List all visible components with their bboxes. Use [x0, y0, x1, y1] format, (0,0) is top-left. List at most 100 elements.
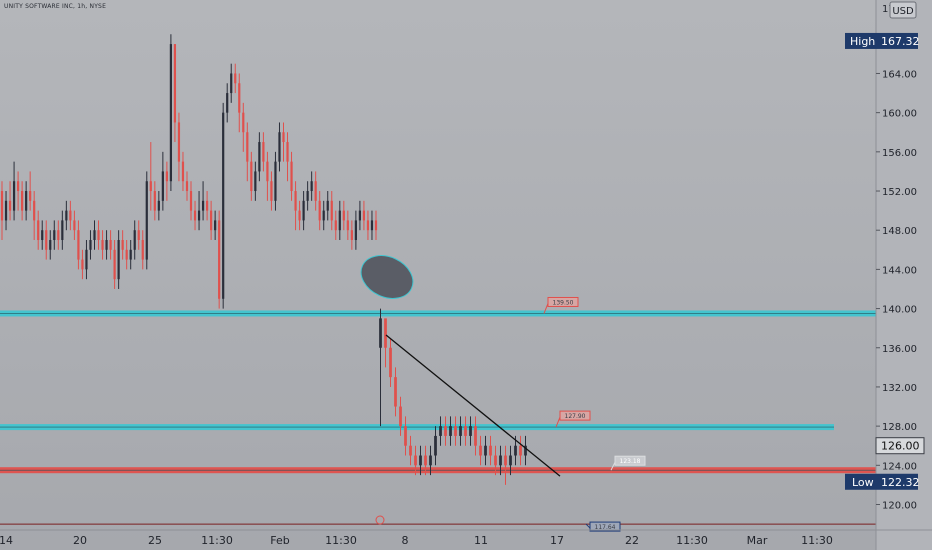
candle-body: [25, 191, 28, 211]
candle-body: [113, 249, 116, 280]
candle-body: [314, 181, 317, 201]
trendline: [385, 334, 561, 477]
candle-body: [302, 200, 305, 221]
y-tick-label: 160.00: [882, 109, 917, 120]
candle-body: [346, 220, 349, 231]
current-price-value: 126.00: [881, 440, 920, 453]
candle-body: [141, 240, 144, 260]
candle-body: [4, 200, 8, 221]
candle-body: [57, 230, 60, 240]
x-tick-label: 8: [402, 534, 409, 547]
high-label: High: [850, 35, 875, 48]
candle-body: [153, 191, 156, 211]
y-tick-label: 152.00: [882, 187, 917, 198]
candle-body: [384, 318, 387, 348]
candle-body: [12, 181, 16, 211]
candle-body: [109, 240, 112, 250]
candle-body: [0, 191, 4, 221]
callout-pointer: [585, 523, 591, 529]
candle-body: [125, 249, 128, 260]
candle-body: [334, 220, 337, 231]
candle-body: [379, 318, 382, 348]
candle-body: [266, 161, 269, 182]
candle-body: [350, 230, 353, 240]
candle-body: [509, 455, 512, 466]
candle-body: [258, 142, 261, 172]
x-tick-label: 11:30: [201, 534, 233, 547]
candle-body: [414, 455, 417, 466]
callout-box: [547, 296, 579, 307]
high-value: 167.32: [881, 35, 920, 48]
drawings: 139.50 127.90 123.18 117.64: [360, 255, 646, 532]
candle-body: [234, 73, 237, 84]
y-tick-label: 164.00: [882, 69, 917, 80]
candle-body: [193, 210, 197, 221]
candle-body: [479, 445, 482, 456]
candle-body: [454, 426, 457, 436]
candle-body: [181, 161, 185, 182]
candle-body: [439, 426, 442, 436]
candle-body: [214, 220, 217, 231]
candle-body: [274, 161, 277, 201]
candle-body: [41, 230, 44, 240]
candle-body: [226, 93, 229, 113]
candle-body: [201, 200, 205, 211]
candle-body: [326, 200, 329, 211]
candle-body: [290, 161, 293, 192]
candle-body: [149, 181, 152, 192]
candle-body: [169, 44, 173, 182]
candle-body: [270, 181, 273, 201]
candle-body: [173, 44, 177, 123]
time-axis: 14 20 25 11:30 Feb 11:30 8 11 17 22 11:30 Mar 11:30: [0, 529, 932, 547]
candle-body: [409, 445, 412, 456]
candle-body: [133, 230, 136, 250]
candle-body: [370, 220, 374, 231]
candle-body: [424, 455, 427, 466]
x-tick-label: Mar: [747, 534, 768, 547]
callout-pointer: [555, 416, 561, 428]
candle-body: [338, 210, 341, 231]
candle-body: [210, 210, 213, 231]
callout-label: 123.18: [620, 458, 641, 465]
candle-body: [286, 142, 289, 162]
candle-body: [246, 132, 249, 162]
candle-body: [121, 240, 124, 250]
current-price-badge: [875, 437, 925, 455]
x-tick-label: 11: [474, 534, 488, 547]
y-tick-label: 124.00: [882, 461, 917, 472]
candle-body: [177, 122, 181, 162]
candle-body: [61, 220, 64, 240]
candle-body: [429, 455, 432, 466]
callout-label: 127.90: [565, 413, 586, 420]
candle-body: [33, 200, 36, 221]
candle-body: [306, 191, 309, 201]
candle-body: [514, 445, 517, 456]
candle-body: [85, 249, 88, 270]
candle-body: [230, 73, 233, 94]
currency-badge: [889, 1, 917, 19]
x-tick-label: 17: [550, 534, 564, 547]
candle-body: [374, 220, 378, 231]
candle-body: [189, 191, 193, 211]
x-tick-label: 11:30: [325, 534, 357, 547]
candle-body: [404, 426, 407, 446]
candle-body: [330, 200, 333, 221]
x-tick-label: 22: [625, 534, 639, 547]
ellipse-drawing: [360, 255, 414, 299]
candle-body: [524, 445, 527, 456]
y-tick-label: 148.00: [882, 226, 917, 237]
candle-body: [185, 181, 189, 192]
candle-body: [394, 377, 397, 407]
candle-body: [254, 171, 257, 192]
candle-body: [362, 210, 366, 221]
candle-body: [157, 200, 160, 211]
candle-body: [354, 220, 357, 240]
candle-body: [262, 142, 265, 162]
candle-body: [322, 210, 325, 221]
candle-body: [449, 426, 452, 436]
candle-body: [282, 132, 285, 143]
candle-body: [278, 132, 281, 162]
currency-label: USD: [892, 6, 914, 17]
